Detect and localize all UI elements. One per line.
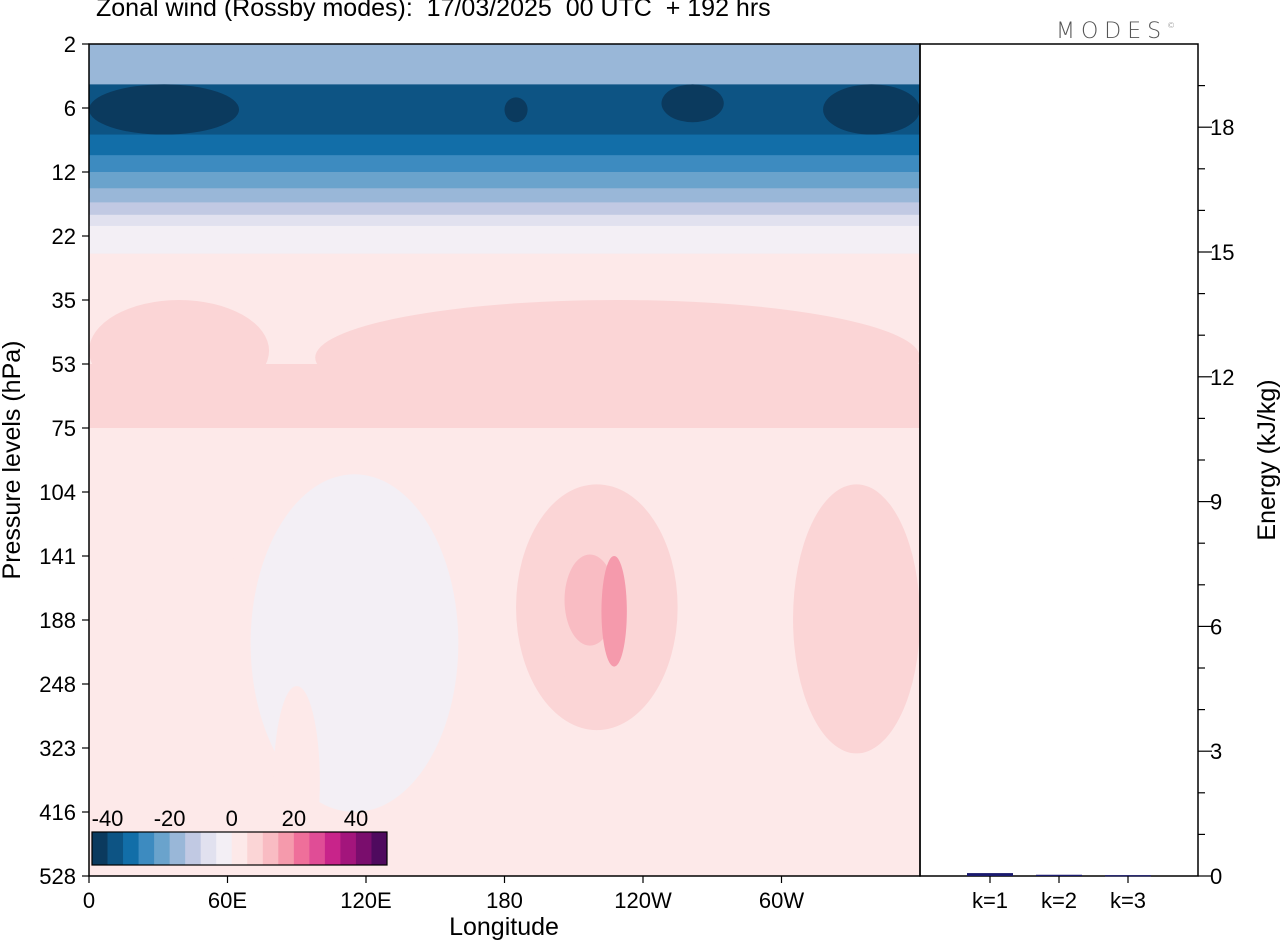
colorbar-swatch [324,832,341,865]
y-tick-label: 35 [52,288,76,313]
contour-band [89,253,920,280]
colorbar-swatch [355,832,372,865]
contour-band [89,428,920,493]
y-tick-label: 75 [52,416,76,441]
contour-feature [315,300,920,416]
y-axis: 2 6 12 22 35 53 75 104 141 188 248 323 416 528 [39,32,89,889]
colorbar-swatch [309,832,326,865]
energy-axis-label: Energy (kJ/kg) [1253,379,1280,540]
colorbar-tick-label: 20 [282,806,306,831]
energy-tick-label: 6 [1210,614,1222,639]
energy-tick-label: 12 [1210,365,1234,390]
colorbar-tick-label: -40 [92,806,124,831]
x-tick-label: 120E [340,888,391,913]
contour-band [89,202,920,216]
colorbar-swatch [231,832,248,865]
contour-feature [661,84,724,123]
contour-field [89,44,920,876]
y-tick-label: 188 [39,608,76,633]
x-axis: 0 60E 120E 180 120W 60W [83,876,804,913]
x-axis-label: Longitude [449,913,559,941]
energy-bars: k=1 k=2 k=3 [967,873,1151,913]
colorbar-swatch [123,832,139,865]
x-tick-label: 0 [83,888,95,913]
contour-band [89,172,920,189]
y-tick-label: 528 [39,864,76,889]
colorbar-swatch [200,832,217,865]
energy-tick-label: 9 [1210,490,1222,515]
contour-feature [89,300,270,402]
contour-band [89,155,920,173]
contour-band [89,134,920,156]
modes-logo: MODES© [1056,19,1175,44]
contour-feature [820,546,881,739]
colorbar-frame [91,831,388,866]
colorbar-tick-label: 0 [226,806,238,831]
y-tick-label: 323 [39,736,76,761]
colorbar-tick-label: -20 [154,806,186,831]
colorbar-swatch [185,832,202,865]
y-tick-label: 104 [39,480,76,505]
y-axis-label: Pressure levels (hPa) [0,341,26,580]
energy-tick-label: 18 [1210,115,1234,140]
contour-band [89,214,920,227]
energy-tick-label: 0 [1210,864,1222,889]
y-tick-label: 416 [39,800,76,825]
energy-plot-frame [919,43,1199,877]
y-tick-label: 22 [52,224,76,249]
energy-category-label: k=2 [1041,888,1077,913]
y-tick-label: 2 [64,32,76,57]
energy-tick-label: 3 [1210,739,1222,764]
colorbar-swatch [107,832,124,865]
energy-bar [1036,874,1082,876]
y-tick-label: 12 [52,160,76,185]
energy-bar [967,873,1013,876]
x-tick-label: 180 [486,888,523,913]
colorbar-swatch [169,832,186,865]
y-tick-label: 141 [39,544,76,569]
contour-feature [823,84,920,135]
y-tick-label: 248 [39,672,76,697]
colorbar-tick-label: 40 [344,806,368,831]
contour-band [89,188,920,203]
colorbar-swatch [92,832,108,865]
contour-feature [601,556,627,667]
contour-feature [146,492,240,748]
colorbar: -40 -20 0 20 40 [91,806,388,866]
energy-tick-label: 15 [1210,240,1234,265]
contour-feature [335,513,390,646]
chart-title: Zonal wind (Rossby modes): 17/03/2025 00… [96,0,771,22]
contour-band [89,44,920,85]
colorbar-swatch [371,832,388,865]
colorbar-swatch [340,832,357,865]
colorbar-swatch [216,832,233,865]
contour-band [89,225,920,237]
contour-band [89,278,920,301]
logo-mark: © [1167,21,1176,30]
colorbar-swatch [247,832,264,865]
colorbar-swatch [138,832,155,865]
y-tick-label: 6 [64,96,76,121]
colorbar-swatch [293,832,310,865]
logo-text: MODES [1056,19,1168,44]
contour-feature [89,84,240,135]
x-tick-label: 120W [614,888,672,913]
y-tick-label: 53 [52,352,76,377]
contour-feature [504,97,528,123]
energy-axis: 0 3 6 9 12 15 18 [1198,84,1234,889]
energy-category-label: k=1 [972,888,1008,913]
energy-bar [1105,875,1151,877]
x-tick-label: 60E [208,888,247,913]
contour-band [89,236,920,255]
colorbar-swatch [154,832,171,865]
colorbar-swatch [262,832,279,865]
energy-category-label: k=3 [1110,888,1146,913]
colorbar-swatch [278,832,295,865]
x-tick-label: 60W [759,888,804,913]
contour-feature [273,685,320,876]
